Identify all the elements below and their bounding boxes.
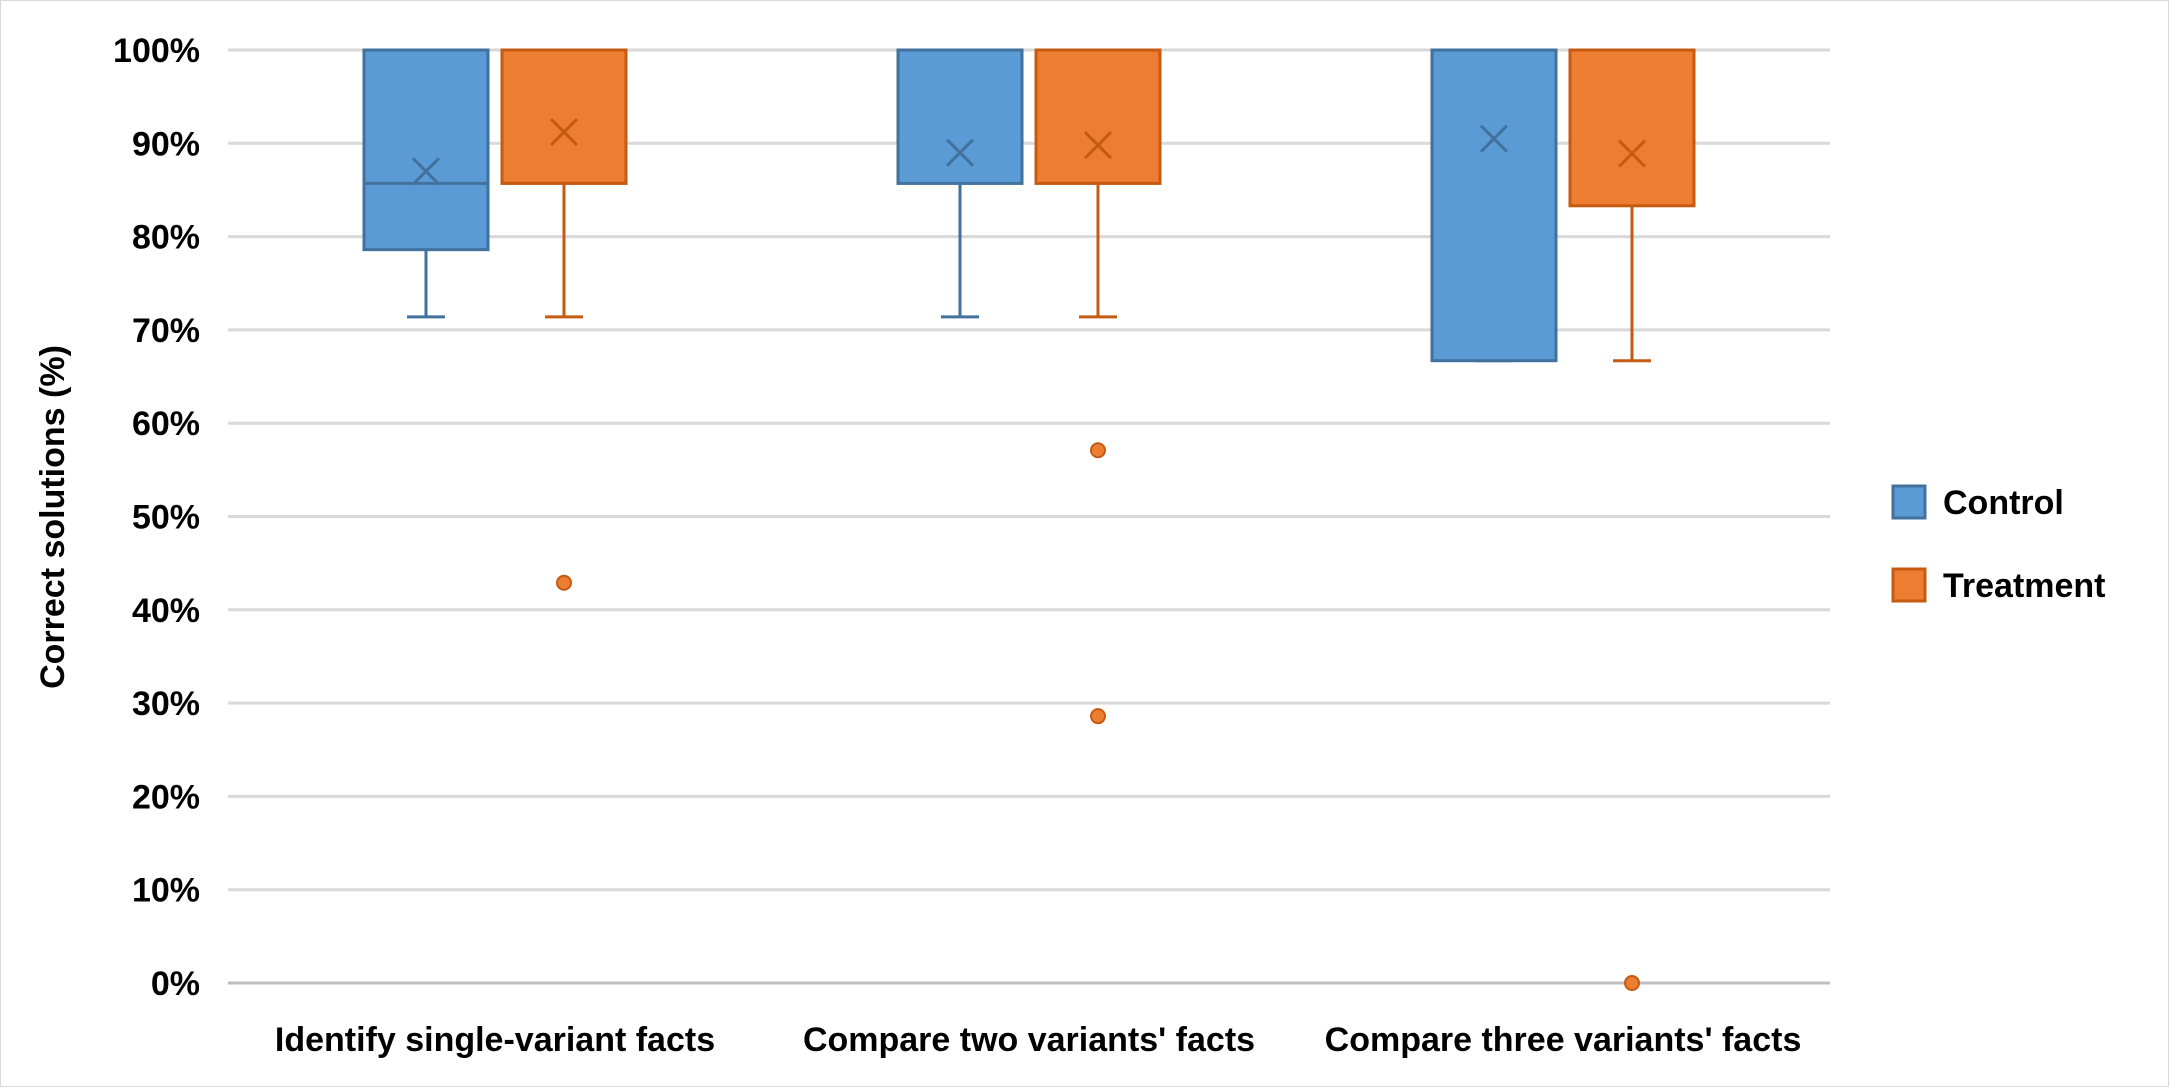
mean-marker-stroke	[1617, 139, 1647, 168]
x-category-label: Identify single-variant facts	[275, 1021, 715, 1059]
legend-label-treatment: Treatment	[1943, 567, 2106, 605]
outlier-point	[1090, 442, 1106, 459]
mean-marker-stroke	[1479, 124, 1509, 153]
y-tick-label: 40%	[132, 592, 200, 630]
y-tick-label: 100%	[113, 32, 200, 70]
y-tick-label: 90%	[132, 125, 200, 163]
y-axis-label: Correct solutions (%)	[34, 345, 72, 689]
iqr-box	[500, 48, 628, 185]
y-tick-label: 70%	[132, 312, 200, 350]
mean-marker	[411, 157, 441, 186]
y-tick-label: 0%	[151, 965, 200, 1003]
iqr-box	[896, 48, 1024, 185]
box-control-3	[1430, 48, 1558, 363]
mean-marker-stroke	[549, 118, 579, 147]
box-control-2	[896, 48, 1024, 319]
mean-marker	[945, 138, 975, 167]
y-tick-label: 10%	[132, 872, 200, 910]
legend: Control Treatment	[1891, 484, 2106, 605]
iqr-box	[1568, 48, 1696, 208]
iqr-box	[1430, 48, 1558, 363]
mean-marker-stroke	[411, 157, 441, 186]
y-tick-label: 50%	[132, 499, 200, 537]
x-axis-categories: Identify single-variant facts Compare two…	[275, 1021, 1801, 1059]
box-treatment-1	[500, 48, 628, 591]
outlier-point	[556, 574, 572, 591]
mean-marker	[549, 118, 579, 147]
y-tick-label: 20%	[132, 778, 200, 816]
y-tick-label: 30%	[132, 685, 200, 723]
outlier-point	[1624, 975, 1640, 991]
mean-marker	[1083, 131, 1113, 160]
box-series	[362, 48, 1696, 991]
y-tick-label: 80%	[132, 219, 200, 257]
legend-label-control: Control	[1943, 484, 2064, 522]
box-control-1	[362, 48, 490, 319]
box-treatment-3	[1568, 48, 1696, 991]
legend-swatch-control	[1891, 484, 1927, 520]
mean-marker	[1617, 139, 1647, 168]
x-category-label: Compare three variants' facts	[1325, 1021, 1802, 1059]
box-treatment-2	[1034, 48, 1162, 725]
y-tick-label: 60%	[132, 405, 200, 443]
iqr-box	[362, 48, 490, 252]
mean-marker-stroke	[945, 138, 975, 167]
outlier-point	[1090, 708, 1106, 725]
mean-marker	[1479, 124, 1509, 153]
x-category-label: Compare two variants' facts	[803, 1021, 1255, 1059]
legend-swatch-treatment	[1891, 567, 1927, 603]
iqr-box	[1034, 48, 1162, 185]
gridlines	[228, 48, 1830, 985]
y-axis-ticks: 0% 10% 20% 30% 40% 50% 60% 70% 80% 90% 100%	[113, 32, 200, 1003]
mean-marker-stroke	[1083, 131, 1113, 160]
